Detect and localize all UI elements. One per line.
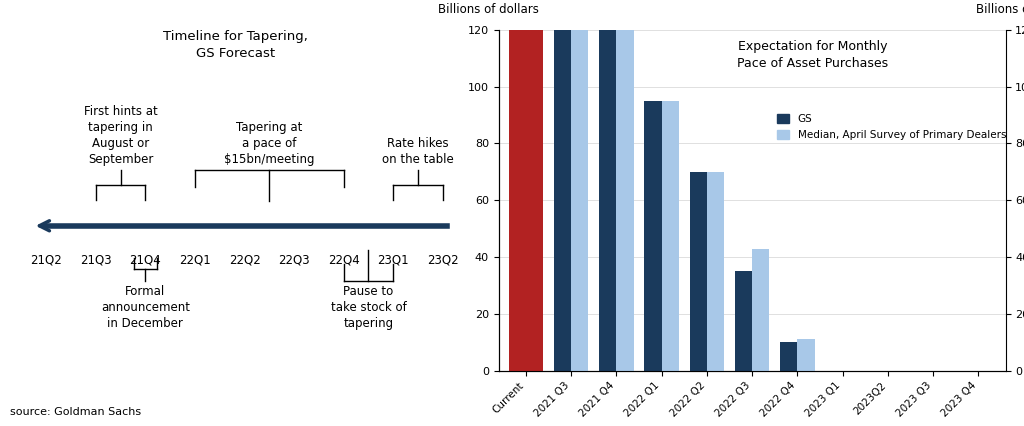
- Text: First hints at
tapering in
August or
September: First hints at tapering in August or Sep…: [84, 105, 158, 166]
- Text: 21Q4: 21Q4: [129, 253, 162, 267]
- Bar: [554, 30, 571, 371]
- Bar: [644, 101, 662, 371]
- Bar: [599, 30, 616, 371]
- Text: 23Q2: 23Q2: [427, 253, 459, 267]
- Text: 22Q3: 22Q3: [279, 253, 310, 267]
- Text: Billions of dollars: Billions of dollars: [438, 3, 539, 16]
- Text: 21Q3: 21Q3: [80, 253, 112, 267]
- Bar: [735, 271, 752, 371]
- Bar: [571, 30, 589, 371]
- Text: Formal
announcement
in December: Formal announcement in December: [101, 285, 189, 331]
- Text: Tapering at
a pace of
$15bn/meeting: Tapering at a pace of $15bn/meeting: [224, 121, 314, 166]
- Text: Expectation for Monthly
Pace of Asset Purchases: Expectation for Monthly Pace of Asset Pu…: [737, 40, 889, 70]
- Text: 22Q4: 22Q4: [328, 253, 359, 267]
- Bar: [752, 248, 769, 371]
- Text: Billions of dollars: Billions of dollars: [976, 3, 1024, 16]
- Bar: [616, 30, 634, 371]
- Text: 21Q2: 21Q2: [31, 253, 62, 267]
- Text: 22Q1: 22Q1: [179, 253, 211, 267]
- Bar: [798, 340, 814, 371]
- Bar: [690, 172, 707, 371]
- Legend: GS, Median, April Survey of Primary Dealers: GS, Median, April Survey of Primary Deal…: [773, 110, 1011, 144]
- Text: 22Q2: 22Q2: [228, 253, 260, 267]
- Text: Rate hikes
on the table: Rate hikes on the table: [382, 137, 454, 166]
- Text: 23Q1: 23Q1: [378, 253, 409, 267]
- Text: Timeline for Tapering,
GS Forecast: Timeline for Tapering, GS Forecast: [163, 30, 308, 60]
- Bar: [707, 172, 724, 371]
- Text: Pause to
take stock of
tapering: Pause to take stock of tapering: [331, 285, 407, 331]
- Bar: [662, 101, 679, 371]
- Bar: [509, 30, 543, 371]
- Text: source: Goldman Sachs: source: Goldman Sachs: [10, 408, 141, 417]
- Bar: [780, 342, 798, 371]
